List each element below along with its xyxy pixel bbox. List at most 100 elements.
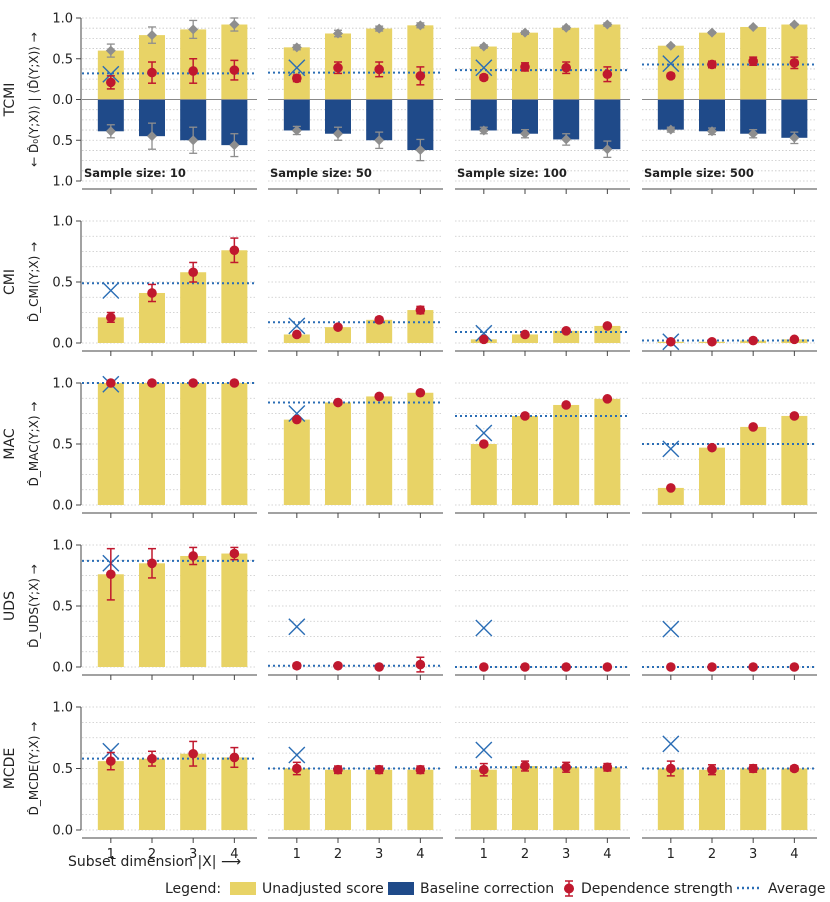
unadjusted-marker bbox=[561, 22, 572, 33]
unadjusted-bar bbox=[283, 419, 310, 505]
unadjusted-bar bbox=[325, 327, 351, 343]
unadjusted-bar bbox=[366, 396, 393, 505]
dependence-point bbox=[707, 764, 717, 775]
dependence-point bbox=[333, 62, 343, 73]
dependence-point bbox=[561, 62, 571, 73]
cross-marker bbox=[288, 618, 306, 636]
x-tick-label: 1 bbox=[293, 847, 301, 862]
dependence-point bbox=[561, 762, 571, 773]
unadjusted-bar bbox=[594, 767, 621, 830]
unadjusted-bar bbox=[139, 563, 165, 667]
panel-tcmi-100: Sample size: 100 bbox=[455, 17, 630, 194]
dependence-point bbox=[479, 764, 489, 775]
x-tick-label: 1 bbox=[107, 847, 115, 862]
unadjusted-bar bbox=[221, 757, 248, 830]
x-tick-label: 4 bbox=[603, 847, 611, 862]
row-ylabel: D̂_MAC(Y;X) → bbox=[27, 402, 41, 487]
x-tick-label: 4 bbox=[416, 847, 424, 862]
dependence-point bbox=[106, 77, 116, 88]
unadjusted-bar bbox=[221, 383, 248, 505]
baseline-marker bbox=[478, 125, 489, 136]
y-tick-label: 0.5 bbox=[52, 134, 73, 149]
unadjusted-bar bbox=[325, 402, 351, 505]
dependence-point bbox=[106, 312, 116, 323]
unadjusted-marker bbox=[105, 45, 116, 56]
dependence-point bbox=[479, 662, 489, 672]
unadjusted-bar bbox=[180, 555, 207, 667]
row-ylabel: D̂_MCDE(Y;X) → bbox=[27, 722, 41, 816]
dependence-point bbox=[520, 761, 530, 771]
unadjusted-bar bbox=[470, 444, 497, 505]
panel-grid: TCMI ← D̂₀(Y;X)⟩ | ⟨D̂(Y;X)⟩ → 1.0 0.5 0.0 0.… bbox=[2, 12, 817, 862]
legend: Legend: Unadjusted score Baseline correc… bbox=[165, 880, 826, 897]
cross-marker bbox=[475, 619, 493, 637]
dependence-point bbox=[415, 659, 426, 670]
panel-mcde-100: 1 2 3 4 bbox=[455, 706, 630, 862]
dependence-point bbox=[748, 422, 758, 432]
unadjusted-marker bbox=[789, 19, 800, 30]
dependence-point bbox=[666, 662, 676, 672]
cross-marker bbox=[662, 55, 680, 73]
panel-cmi-10 bbox=[82, 220, 257, 356]
unadjusted-marker bbox=[707, 27, 717, 38]
dependence-point bbox=[789, 58, 800, 68]
dependence-point bbox=[748, 56, 758, 66]
unadjusted-bar bbox=[221, 250, 248, 343]
baseline-marker bbox=[520, 128, 530, 139]
cross-marker bbox=[662, 735, 680, 753]
legend-title: Legend: bbox=[165, 881, 221, 897]
y-tick-label: 1.0 bbox=[52, 701, 73, 716]
x-axis-label: Subset dimension |X| ⟶ bbox=[68, 854, 241, 870]
panel-tcmi-50: Sample size: 50 bbox=[268, 17, 443, 194]
dependence-point bbox=[188, 748, 198, 759]
dependence-point bbox=[292, 414, 302, 425]
row-title: TCMI bbox=[2, 83, 18, 118]
unadjusted-marker bbox=[748, 21, 759, 32]
y-tick-label: 0.5 bbox=[52, 762, 73, 777]
dependence-point bbox=[602, 394, 613, 404]
dependence-point bbox=[666, 763, 676, 774]
unadjusted-bar bbox=[512, 766, 538, 830]
dependence-point bbox=[707, 59, 717, 70]
baseline-bar bbox=[699, 99, 725, 132]
x-tick-label: 3 bbox=[749, 847, 757, 862]
y-tick-label: 1.0 bbox=[52, 539, 73, 554]
y-tick-label: 0.0 bbox=[52, 824, 73, 839]
baseline-marker bbox=[147, 131, 157, 142]
unadjusted-marker bbox=[188, 24, 199, 35]
x-tick-label: 4 bbox=[790, 847, 798, 862]
dependence-point bbox=[415, 764, 426, 775]
dependence-point bbox=[415, 305, 426, 315]
dependence-point bbox=[229, 65, 240, 75]
legend-unadjusted-swatch bbox=[230, 882, 256, 895]
baseline-bar bbox=[657, 99, 684, 130]
baseline-marker bbox=[415, 145, 426, 156]
dependence-point bbox=[748, 335, 758, 346]
dependence-point bbox=[748, 763, 758, 774]
y-tick-label: 0.0 bbox=[52, 337, 73, 352]
unadjusted-bar bbox=[699, 769, 725, 830]
dependence-point bbox=[666, 336, 676, 347]
dependence-point bbox=[147, 67, 157, 78]
unadjusted-bar bbox=[594, 24, 621, 100]
dependence-point bbox=[479, 439, 489, 449]
panel-uds-500 bbox=[642, 544, 817, 680]
baseline-marker bbox=[707, 126, 717, 137]
cross-marker bbox=[288, 746, 306, 764]
sample-size-label: Sample size: 50 bbox=[270, 166, 372, 180]
dependence-point bbox=[789, 763, 800, 774]
unadjusted-bar bbox=[594, 398, 621, 505]
dependence-point bbox=[415, 71, 426, 81]
dependence-point bbox=[602, 762, 613, 773]
y-tick-label: 1.0 bbox=[52, 12, 73, 27]
row-title: CMI bbox=[2, 269, 18, 295]
cross-marker bbox=[475, 59, 493, 77]
x-tick-label: 2 bbox=[521, 847, 529, 862]
baseline-marker bbox=[602, 144, 613, 155]
x-tick-label: 1 bbox=[667, 847, 675, 862]
y-tick-label: 0.5 bbox=[52, 438, 73, 453]
y-tick-label: 0.0 bbox=[52, 661, 73, 676]
dependence-point bbox=[333, 660, 343, 671]
cross-marker bbox=[288, 405, 306, 422]
unadjusted-bar bbox=[740, 426, 767, 505]
